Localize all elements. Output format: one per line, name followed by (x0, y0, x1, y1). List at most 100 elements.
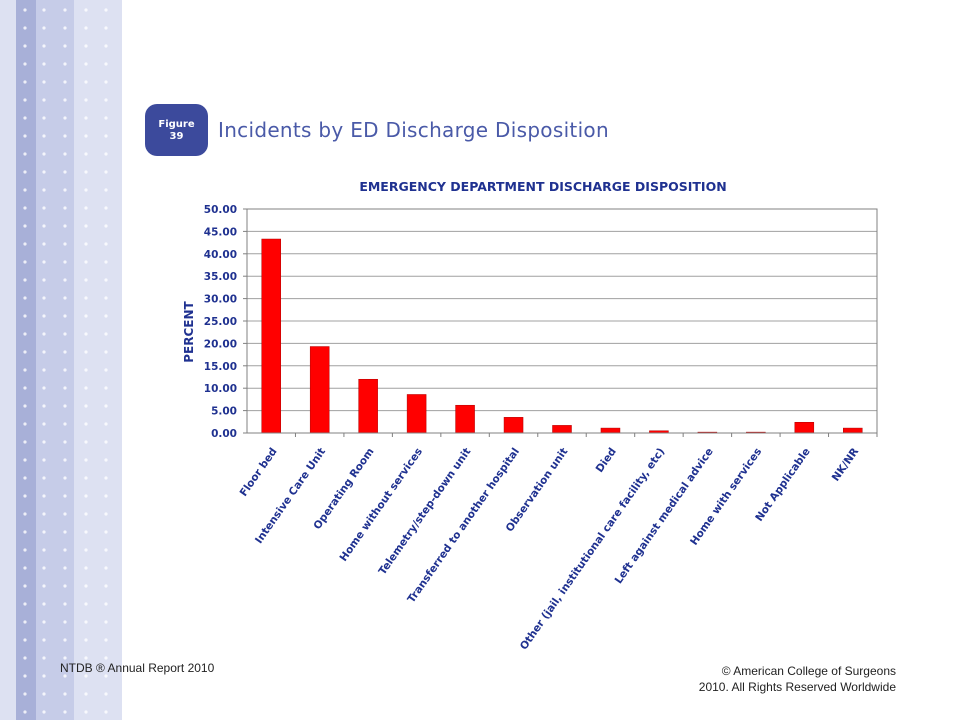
decor-dot (42, 620, 46, 624)
decor-dot (42, 44, 46, 48)
y-tick-label: 0.00 (211, 428, 237, 440)
y-tick-label: 25.00 (204, 316, 237, 328)
decor-dot (104, 494, 108, 498)
bar (600, 427, 621, 434)
decor-dot (42, 710, 46, 714)
decor-dot (84, 458, 88, 462)
decor-dot (104, 260, 108, 264)
y-tick-label: 40.00 (204, 249, 237, 261)
decor-dot (84, 188, 88, 192)
decor-dot (84, 44, 88, 48)
decor-dot (104, 422, 108, 426)
x-tick-label: Left against medical advice (613, 446, 716, 586)
decor-dot (23, 494, 27, 498)
decor-dot (42, 512, 46, 516)
decor-dot (23, 314, 27, 318)
x-tick-label: Home without services (338, 446, 426, 564)
decor-dot (104, 476, 108, 480)
decor-dot (104, 584, 108, 588)
decor-dot (84, 170, 88, 174)
decor-dot (84, 566, 88, 570)
decor-dot (42, 692, 46, 696)
decor-dot (63, 8, 67, 12)
decor-dot (104, 440, 108, 444)
decor-dot (42, 476, 46, 480)
y-tick-label: 50.00 (204, 204, 237, 216)
decor-dot (23, 188, 27, 192)
decor-dot (63, 80, 67, 84)
decor-dot (42, 188, 46, 192)
decor-dot (63, 296, 67, 300)
decor-dot (63, 440, 67, 444)
decor-dot (104, 458, 108, 462)
decor-dot (84, 692, 88, 696)
decor-dot (104, 386, 108, 390)
decor-dot (63, 674, 67, 678)
y-axis-label: PERCENT (182, 300, 196, 362)
decor-dot (104, 80, 108, 84)
decor-dot (23, 674, 27, 678)
decor-dot (23, 476, 27, 480)
decor-dot (42, 98, 46, 102)
decor-dot (63, 710, 67, 714)
bar (794, 421, 815, 434)
decor-dot (104, 404, 108, 408)
decor-dot (84, 548, 88, 552)
decor-dot (84, 710, 88, 714)
decor-dot (23, 62, 27, 66)
y-tick-label: 35.00 (204, 271, 237, 283)
decor-dot (42, 566, 46, 570)
decor-dot (23, 224, 27, 228)
decor-dot (84, 602, 88, 606)
decor-dot (23, 566, 27, 570)
decor-dot (23, 26, 27, 30)
decor-dot (23, 692, 27, 696)
decor-dot (23, 80, 27, 84)
decor-dot (104, 26, 108, 30)
decor-dot (84, 620, 88, 624)
y-tick-label: 10.00 (204, 383, 237, 395)
decor-dot (84, 98, 88, 102)
decor-dot (104, 170, 108, 174)
decor-dot (84, 512, 88, 516)
decor-dot (63, 584, 67, 588)
decor-dot (84, 134, 88, 138)
decor-dot (84, 8, 88, 12)
decor-dot (63, 26, 67, 30)
decor-dot (104, 638, 108, 642)
y-tick-label: 20.00 (204, 338, 237, 350)
decor-dot (84, 116, 88, 120)
decor-dot (104, 134, 108, 138)
decor-dot (84, 80, 88, 84)
decor-dot (63, 278, 67, 282)
bar (552, 425, 572, 434)
decor-dot (23, 116, 27, 120)
y-tick-label: 15.00 (204, 361, 237, 373)
decor-dot (42, 494, 46, 498)
decor-dot (104, 620, 108, 624)
decor-dot (104, 278, 108, 282)
decor-dot (23, 386, 27, 390)
decor-dot (23, 638, 27, 642)
bar (309, 346, 330, 434)
decor-dot (23, 206, 27, 210)
decor-dot (23, 710, 27, 714)
decor-dot (23, 422, 27, 426)
decor-dot (84, 278, 88, 282)
decor-dot (104, 656, 108, 660)
decor-dot (104, 692, 108, 696)
decor-dot (63, 656, 67, 660)
decor-dot (42, 674, 46, 678)
slide-title: Incidents by ED Discharge Disposition (218, 118, 609, 142)
decor-dot (63, 260, 67, 264)
decor-dot (84, 476, 88, 480)
decor-dot (84, 224, 88, 228)
decor-dot (84, 260, 88, 264)
decor-dot (63, 458, 67, 462)
y-tick-labels: 0.00 5.00 10.00 15.00 20.00 25.00 30.00 35.00 40… (204, 204, 237, 440)
decor-dot (23, 350, 27, 354)
bar (358, 378, 378, 434)
decor-dot (63, 332, 67, 336)
decor-dot (63, 638, 67, 642)
y-tick-label: 30.00 (204, 294, 237, 306)
